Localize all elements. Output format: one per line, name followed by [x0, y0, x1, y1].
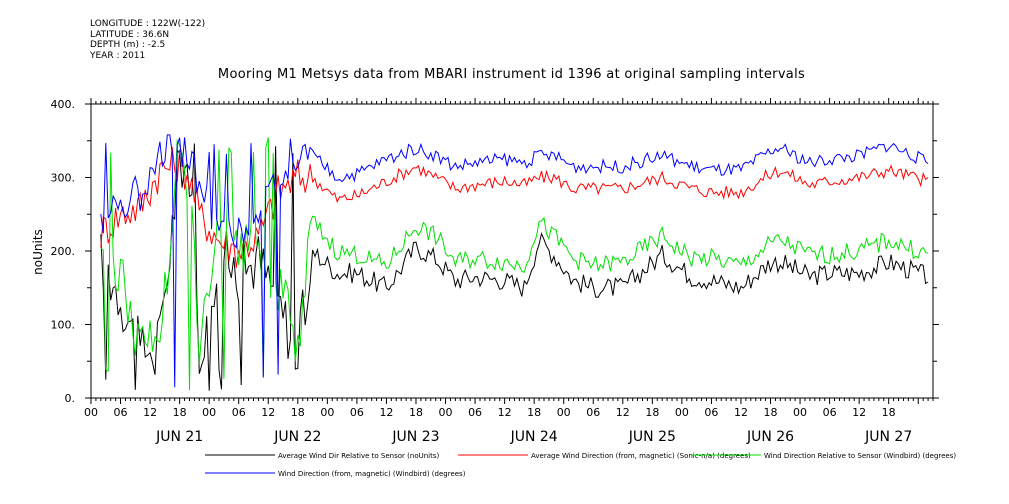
x-tick-label: 00 [675, 406, 689, 419]
x-tick-label: 00 [84, 406, 98, 419]
x-tick-label: 00 [557, 406, 571, 419]
y-tick-label: 300. [51, 172, 76, 185]
plot-frame [90, 103, 934, 399]
chart-title: Mooring M1 Metsys data from MBARI instru… [217, 67, 806, 82]
x-tick-label: 12 [143, 406, 157, 419]
x-day-label: JUN 25 [628, 429, 676, 445]
series-line-3 [100, 137, 929, 391]
x-tick-label: 06 [114, 406, 128, 419]
x-tick-label: 06 [350, 406, 364, 419]
x-tick-label: 12 [852, 406, 866, 419]
y-axis: 0. 100. 200. 300. 400. [51, 98, 939, 405]
x-tick-label: 00 [320, 406, 334, 419]
x-tick-label: 06 [704, 406, 718, 419]
y-axis-label: noUnits [31, 229, 45, 275]
x-tick-label: 12 [498, 406, 512, 419]
chart-title-row: Mooring M1 Metsys data from MBARI instru… [0, 67, 1009, 82]
longitude-label: LONGITUDE : 122W(-122) [90, 19, 206, 29]
series-lines [100, 134, 929, 391]
y-tick-label: 200. [51, 245, 76, 258]
y-tick-label: 100. [51, 319, 76, 332]
x-tick-label: 12 [379, 406, 393, 419]
x-tick-label: 18 [764, 406, 778, 419]
x-tick-label: 18 [409, 406, 423, 419]
x-day-label: JUN 22 [273, 429, 321, 445]
x-tick-label: 18 [291, 406, 305, 419]
x-tick-label: 12 [734, 406, 748, 419]
x-tick-label: 18 [527, 406, 541, 419]
legend-label-3: Wind Direction Relative to Sensor (Windb… [764, 452, 956, 460]
series-line-2 [100, 147, 929, 268]
x-tick-label: 06 [232, 406, 246, 419]
x-tick-label: 00 [439, 406, 453, 419]
x-axis: 00 06 12 18 00 06 12 18 00 06 12 18 00 06 12 18 00 06 12 18… [84, 98, 934, 445]
metadata-block: LONGITUDE : 122W(-122) LATITUDE : 36.6N … [90, 19, 205, 61]
legend-label-2: Average Wind Direction (from, magnetic) … [531, 452, 751, 460]
legend: Average Wind Dir Relative to Sensor (noU… [205, 452, 956, 478]
x-tick-label: 06 [468, 406, 482, 419]
latitude-label: LATITUDE : 36.6N [90, 29, 170, 40]
series-line-4 [100, 134, 929, 388]
year-label: YEAR : 2011 [90, 50, 146, 61]
depth-label: DEPTH (m) : -2.5 [90, 40, 166, 50]
y-tick-label: 400. [51, 98, 76, 111]
x-tick-label: 12 [616, 406, 630, 419]
x-tick-label: 18 [882, 406, 896, 419]
x-tick-label: 18 [173, 406, 187, 419]
x-tick-label: 12 [261, 406, 275, 419]
x-tick-label: 00 [793, 406, 807, 419]
y-tick-label: 0. [65, 392, 76, 405]
x-tick-label: 06 [823, 406, 837, 419]
plot-border [90, 103, 934, 399]
x-day-label: JUN 21 [155, 429, 203, 445]
x-day-label: JUN 27 [864, 429, 912, 445]
x-day-label: JUN 24 [510, 429, 558, 445]
legend-label-4: Wind Direction (from, magnetic) (Windbir… [278, 470, 466, 478]
x-tick-label: 06 [586, 406, 600, 419]
x-day-label: JUN 23 [391, 429, 439, 445]
legend-label-1: Average Wind Dir Relative to Sensor (noU… [278, 452, 439, 460]
x-day-label: JUN 26 [746, 429, 794, 445]
x-tick-label: 18 [645, 406, 659, 419]
x-tick-label: 00 [202, 406, 216, 419]
series-line-1 [100, 143, 929, 391]
